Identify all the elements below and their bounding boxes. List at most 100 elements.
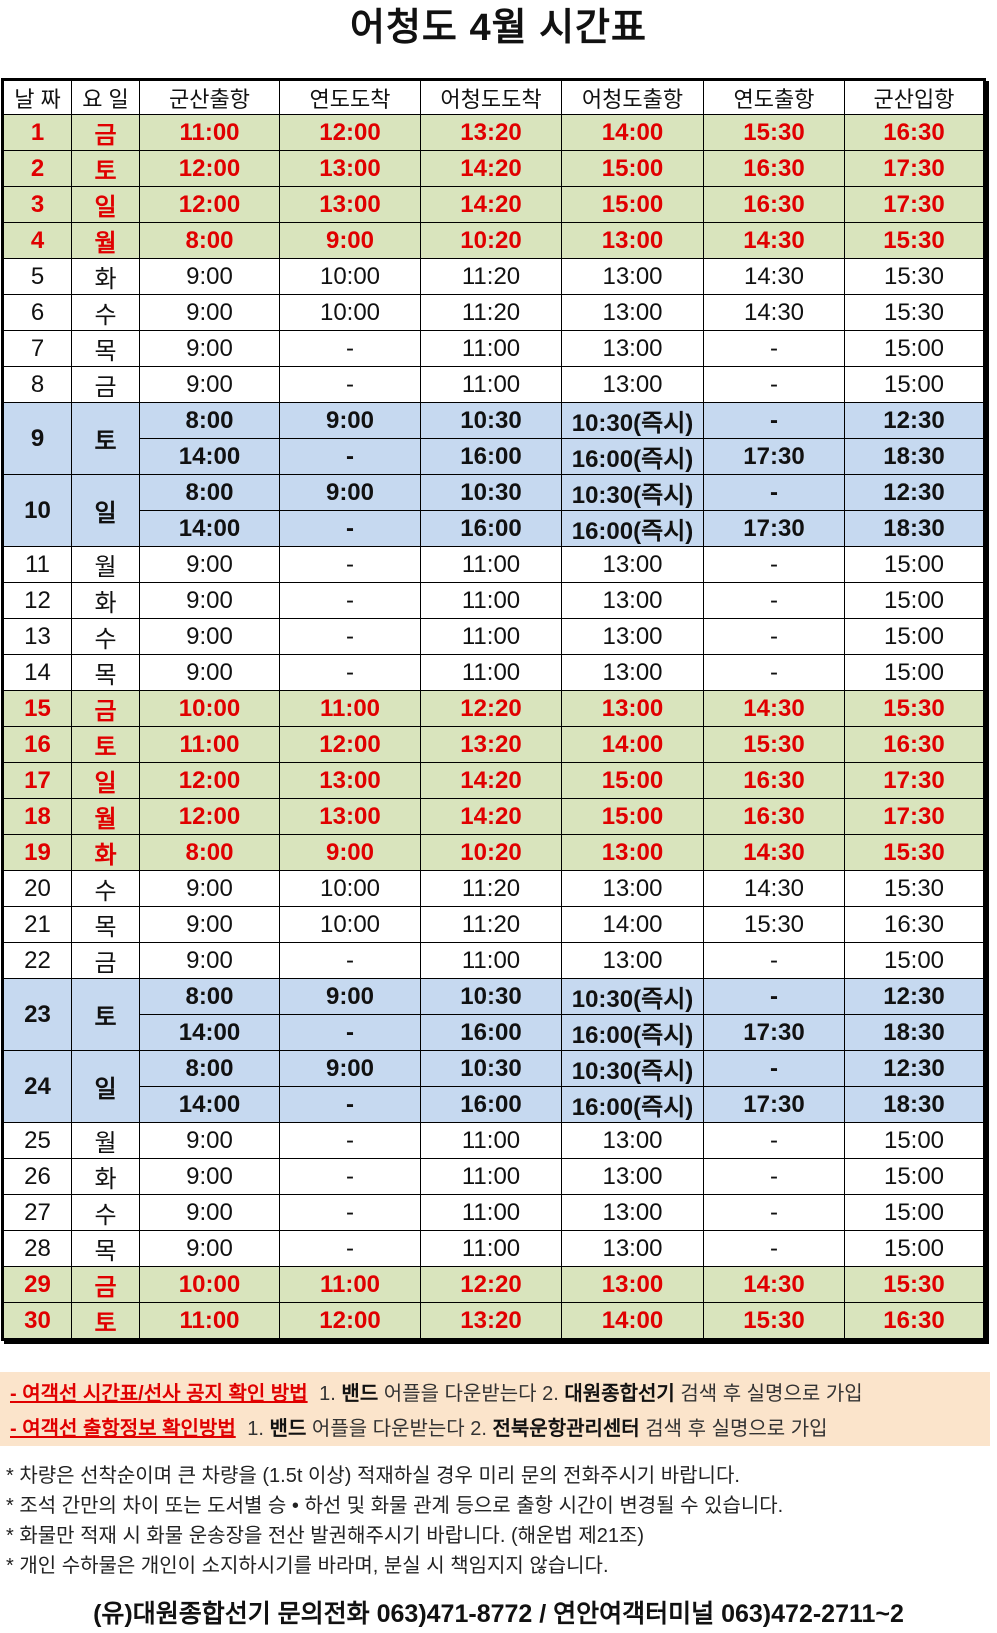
gunsan-arrival-cell: 15:00 xyxy=(844,546,985,583)
eocheongdo-arrival-cell: 10:20 xyxy=(420,222,562,259)
yeondo-departure-cell: 15:30 xyxy=(703,114,845,151)
gunsan-departure-cell: 10:00 xyxy=(139,1266,280,1303)
yeondo-arrival-cell: 11:00 xyxy=(279,1266,421,1303)
weekday-cell: 금 xyxy=(71,942,140,979)
gunsan-departure-cell: 14:00 xyxy=(139,510,280,547)
yeondo-arrival-cell: 13:00 xyxy=(279,798,421,835)
gunsan-arrival-cell: 15:00 xyxy=(844,330,985,367)
weekday-cell: 토 xyxy=(71,726,140,763)
eocheongdo-arrival-cell: 10:30 xyxy=(420,474,562,511)
gunsan-arrival-cell: 18:30 xyxy=(844,510,985,547)
gunsan-departure-cell: 11:00 xyxy=(139,1302,280,1340)
gunsan-departure-cell: 9:00 xyxy=(139,870,280,907)
weekday-cell: 화 xyxy=(71,834,140,871)
eocheongdo-departure-cell: 14:00 xyxy=(561,906,704,943)
note-item: * 차량은 선착순이며 큰 차량을 (1.5t 이상) 적재하실 경우 미리 문… xyxy=(6,1465,740,1487)
table-row: 12 화 9:00-11:00 13:00-15:00 xyxy=(2,582,985,619)
eocheongdo-arrival-cell: 16:00 xyxy=(420,510,562,547)
table-row: 10 일 8:00 9:00 10:30 10:30(즉시) -12:30 xyxy=(2,474,985,547)
table-row: 27 수 9:00-11:00 13:00-15:00 xyxy=(2,1194,985,1231)
eocheongdo-arrival-cell: 12:20 xyxy=(420,690,562,727)
weekday-cell: 목 xyxy=(71,330,140,367)
eocheongdo-departure-cell: 13:00 xyxy=(561,1194,704,1231)
table-row: 17 일 12:00 13:00 14:20 15:00 16:30 17:30 xyxy=(2,762,985,799)
gunsan-arrival-cell: 17:30 xyxy=(844,762,985,799)
yeondo-arrival-cell: - xyxy=(279,438,421,475)
eocheongdo-departure-cell: 15:00 xyxy=(561,186,704,223)
date-cell: 25 xyxy=(2,1122,72,1159)
table-row: 23 토 8:00 9:00 10:30 10:30(즉시) -12:30 xyxy=(2,978,985,1051)
yeondo-departure-cell: 15:30 xyxy=(703,1302,845,1340)
note-item: * 개인 수하물은 개인이 소지하시기를 바라며, 분실 시 책임지지 않습니다… xyxy=(6,1555,609,1577)
yeondo-departure-cell: - xyxy=(703,546,845,583)
yeondo-arrival-cell: 12:00 xyxy=(279,114,421,151)
gunsan-arrival-cell: 16:30 xyxy=(844,1302,985,1340)
yeondo-departure-cell: 16:30 xyxy=(703,150,845,187)
notice-line: - 여객선 시간표/선사 공지 확인 방법 1. 밴드 어플을 다운받는다 2.… xyxy=(10,1377,863,1406)
gunsan-arrival-cell: 15:00 xyxy=(844,1158,985,1195)
weekday-cell: 화 xyxy=(71,582,140,619)
yeondo-departure-cell: 14:30 xyxy=(703,222,845,259)
eocheongdo-departure-cell: 10:30(즉시) xyxy=(561,1050,704,1087)
weekday-cell: 일 xyxy=(71,474,140,547)
date-cell: 28 xyxy=(2,1230,72,1267)
yeondo-departure-cell: 15:30 xyxy=(703,906,845,943)
table-row: 19 화 8:00 9:00 10:20 13:00 14:30 15:30 xyxy=(2,834,985,871)
gunsan-arrival-cell: 15:00 xyxy=(844,1122,985,1159)
eocheongdo-departure-cell: 15:00 xyxy=(561,150,704,187)
eocheongdo-departure-cell: 14:00 xyxy=(561,114,704,151)
eocheongdo-departure-cell: 16:00(즉시) xyxy=(561,438,704,475)
step-text: 검색 후 실명으로 가입 xyxy=(680,1383,863,1405)
table-row: 1 금 11:00 12:00 13:20 14:00 15:30 16:30 xyxy=(2,114,985,151)
step-text: 어플을 다운받는다 xyxy=(383,1383,537,1405)
eocheongdo-arrival-cell: 16:00 xyxy=(420,1086,562,1123)
weekday-cell: 토 xyxy=(71,1302,140,1340)
step-number: 2. xyxy=(542,1383,559,1405)
weekday-cell: 일 xyxy=(71,762,140,799)
note-item: * 화물만 적재 시 화물 운송장을 전산 발권해주시기 바랍니다. (해운법 … xyxy=(6,1525,645,1547)
yeondo-departure-cell: - xyxy=(703,618,845,655)
gunsan-arrival-cell: 17:30 xyxy=(844,186,985,223)
eocheongdo-arrival-cell: 10:30 xyxy=(420,402,562,439)
header-yeondo-departure: 연도출항 xyxy=(703,79,845,115)
yeondo-arrival-cell: - xyxy=(279,942,421,979)
date-cell: 13 xyxy=(2,618,72,655)
yeondo-arrival-cell: - xyxy=(279,654,421,691)
yeondo-arrival-cell: - xyxy=(279,1122,421,1159)
gunsan-arrival-cell: 15:00 xyxy=(844,942,985,979)
table-row: 14 목 9:00-11:00 13:00-15:00 xyxy=(2,654,985,691)
eocheongdo-arrival-cell: 10:30 xyxy=(420,1050,562,1087)
weekday-cell: 수 xyxy=(71,870,140,907)
weekday-cell: 토 xyxy=(71,978,140,1051)
timetable-body: 1 금 11:00 12:00 13:20 14:00 15:30 16:30 2 토 12:00 1… xyxy=(2,114,985,1340)
gunsan-departure-cell: 14:00 xyxy=(139,438,280,475)
eocheongdo-departure-cell: 13:00 xyxy=(561,942,704,979)
date-cell: 14 xyxy=(2,654,72,691)
yeondo-departure-cell: 17:30 xyxy=(703,1014,845,1051)
weekday-cell: 금 xyxy=(71,1266,140,1303)
table-row: 16 토 11:00 12:00 13:20 14:00 15:30 16:30 xyxy=(2,726,985,763)
gunsan-departure-cell: 9:00 xyxy=(139,330,280,367)
header-yeondo-arrival: 연도도착 xyxy=(279,79,421,115)
gunsan-departure-cell: 9:00 xyxy=(139,582,280,619)
yeondo-departure-cell: 17:30 xyxy=(703,510,845,547)
eocheongdo-arrival-cell: 13:20 xyxy=(420,726,562,763)
eocheongdo-arrival-cell: 11:20 xyxy=(420,906,562,943)
yeondo-departure-cell: - xyxy=(703,1050,845,1087)
contact-footer: (유)대원종합선기 문의전화 063)471-8772 / 연안여객터미널 06… xyxy=(93,1600,904,1628)
gunsan-departure-cell: 9:00 xyxy=(139,1230,280,1267)
gunsan-arrival-cell: 16:30 xyxy=(844,114,985,151)
yeondo-departure-cell: - xyxy=(703,1122,845,1159)
gunsan-arrival-cell: 18:30 xyxy=(844,1086,985,1123)
gunsan-departure-cell: 8:00 xyxy=(139,402,280,439)
eocheongdo-arrival-cell: 11:00 xyxy=(420,942,562,979)
table-row: 22 금 9:00-11:00 13:00-15:00 xyxy=(2,942,985,979)
eocheongdo-arrival-cell: 10:20 xyxy=(420,834,562,871)
eocheongdo-arrival-cell: 14:20 xyxy=(420,762,562,799)
eocheongdo-arrival-cell: 11:20 xyxy=(420,258,562,295)
weekday-cell: 토 xyxy=(71,150,140,187)
eocheongdo-departure-cell: 16:00(즉시) xyxy=(561,1014,704,1051)
notice-heading: - 여객선 시간표/선사 공지 확인 방법 xyxy=(10,1383,308,1405)
date-cell: 4 xyxy=(2,222,72,259)
yeondo-arrival-cell: - xyxy=(279,366,421,403)
